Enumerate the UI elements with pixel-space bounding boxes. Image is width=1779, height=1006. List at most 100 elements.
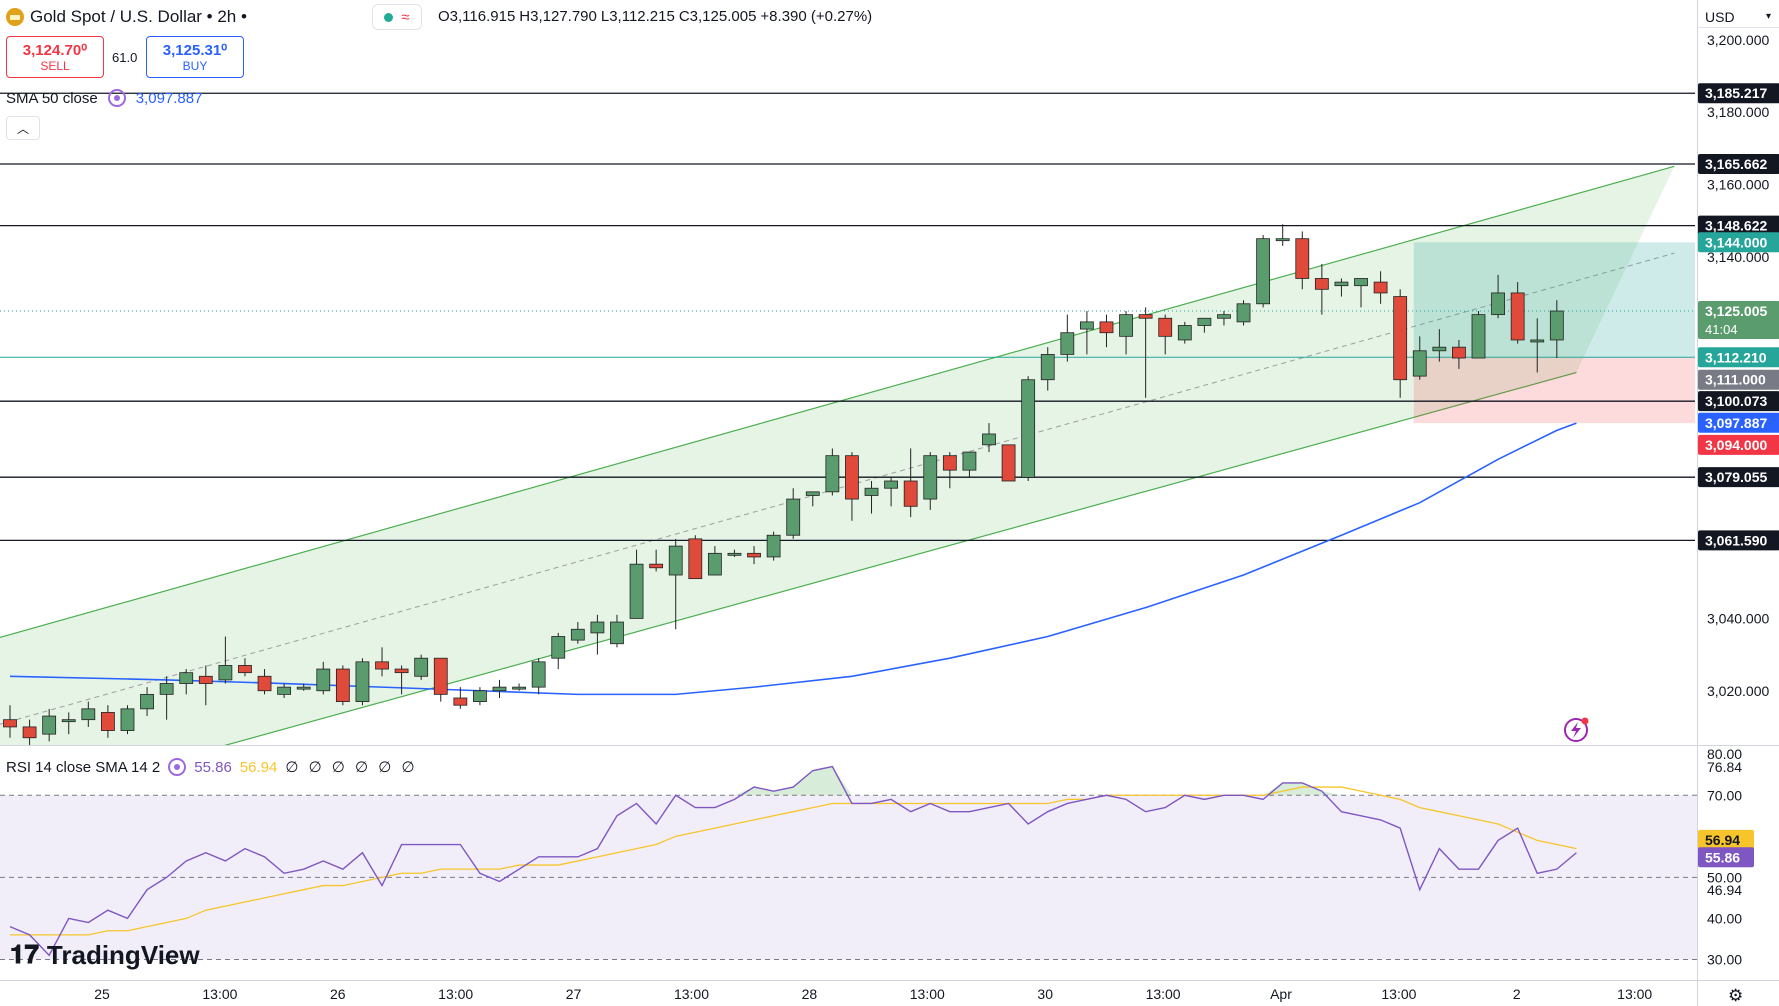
buy-price: 3,125.31⁰: [162, 42, 228, 59]
rsi-overbought-fill: [812, 766, 833, 796]
sell-button[interactable]: 3,124.70⁰ SELL: [6, 36, 104, 78]
candle-body: [257, 675, 272, 692]
rsi-overbought-fill: [754, 787, 774, 796]
candle-body: [1334, 281, 1349, 287]
rsi-sma-legend-value: 56.94: [239, 758, 278, 776]
candle-body: [707, 552, 722, 576]
candle-body: [1432, 346, 1447, 352]
price-label: 3,112.210: [1705, 349, 1767, 365]
candle-body: [884, 480, 898, 489]
candle-body: [531, 661, 546, 688]
currency-label: USD: [1705, 8, 1735, 25]
spread-value: 61.0: [112, 50, 138, 65]
rsi-value-label: 55.86: [1705, 849, 1740, 865]
price-label-bg: [1698, 369, 1779, 390]
candle-body: [1236, 303, 1251, 323]
candle-body: [1158, 317, 1173, 337]
y-tick-label: 3,140.000: [1707, 249, 1769, 265]
price-label: 3,165.662: [1705, 156, 1767, 172]
tradingview-logo[interactable]: 𝟏𝟕 TradingView: [10, 939, 200, 971]
rsi-legend[interactable]: RSI 14 close SMA 14 2 55.86 56.94 ∅ ∅ ∅ …: [6, 758, 418, 776]
price-label-bg: [1698, 434, 1779, 455]
market-status-pill[interactable]: ≈: [372, 4, 422, 30]
position-stop-zone: [1413, 357, 1695, 424]
price-label-bg: [1698, 391, 1779, 412]
candle-body: [1393, 296, 1408, 381]
candle-body: [355, 661, 370, 703]
market-open-dot-icon: [384, 12, 394, 22]
candle-body: [649, 563, 664, 569]
candle-body: [335, 668, 350, 703]
price-label-bg: [1698, 412, 1779, 433]
rsi-y-tick-label: 46.94: [1707, 882, 1742, 898]
symbol-header[interactable]: Gold Spot / U.S. Dollar • 2h •: [6, 6, 247, 28]
candle-body: [1197, 317, 1212, 326]
price-label: 3,100.073: [1705, 393, 1767, 409]
candle-body: [61, 719, 76, 723]
price-label: 3,061.590: [1705, 532, 1767, 548]
rsi-overbought-fill: [773, 787, 794, 796]
main-pane: [0, 92, 1695, 745]
candle-body: [1021, 379, 1036, 478]
price-label-bg: [1698, 347, 1779, 368]
candle-body: [962, 451, 977, 471]
candle-body: [277, 686, 292, 695]
collapse-legend-button[interactable]: ︿: [6, 116, 40, 140]
x-tick-label: 13:00: [202, 986, 237, 1002]
candle-body: [120, 708, 135, 731]
rsi-cycle-icon[interactable]: [168, 758, 187, 776]
rsi-y-tick-label: 30.00: [1707, 951, 1742, 967]
candle-body: [453, 697, 468, 706]
flash-circle: [1564, 718, 1588, 742]
chevron-up-icon: ︿: [16, 121, 29, 136]
x-tick-label: 13:00: [1381, 986, 1416, 1002]
sma-legend[interactable]: SMA 50 close 3,097.887: [6, 89, 202, 107]
candle-body: [551, 636, 566, 659]
currency-selector[interactable]: USD ▾: [1697, 6, 1779, 28]
x-tick-label: 13:00: [674, 986, 709, 1002]
price-label-bg: [1698, 83, 1779, 104]
x-tick-label: 28: [802, 986, 818, 1002]
x-tick-label: 2: [1513, 986, 1521, 1002]
candle-body: [982, 433, 996, 446]
candle-body: [1510, 292, 1525, 341]
y-tick-label: 3,200.000: [1707, 32, 1769, 48]
candle-body: [473, 690, 487, 703]
candle-body: [845, 455, 859, 500]
candle-body: [512, 686, 526, 690]
candle-body: [140, 693, 154, 710]
candle-body: [492, 686, 507, 692]
candle-body: [1177, 325, 1192, 341]
candle-body: [159, 683, 174, 695]
candle-body: [1217, 314, 1231, 319]
candle-body: [1530, 339, 1545, 343]
low-value: L3,112.215: [600, 8, 675, 25]
tradingview-mark-icon: 𝟏𝟕: [10, 939, 39, 969]
high-value: H3,127.790: [519, 8, 597, 25]
gear-icon[interactable]: ⚙: [1728, 986, 1744, 1005]
x-tick-label: 13:00: [1617, 986, 1652, 1002]
rsi-legend-value: 55.86: [194, 758, 232, 776]
candle-body: [198, 675, 213, 684]
candle-body: [1060, 332, 1075, 355]
rsi-value-label: 56.94: [1705, 832, 1740, 848]
gold-coin-icon: [6, 8, 24, 26]
y-tick-label: 3,160.000: [1707, 176, 1769, 192]
rsi-overbought-fill: [1321, 791, 1342, 796]
candle-body: [414, 657, 429, 677]
candle-body: [375, 661, 389, 670]
candle-body: [394, 668, 409, 674]
candle-body: [629, 563, 644, 619]
price-label: 3,094.000: [1705, 437, 1767, 453]
chevron-down-icon: ▾: [1765, 11, 1771, 22]
buy-button[interactable]: 3,125.31⁰ BUY: [146, 36, 244, 78]
price-label-bg: [1698, 153, 1779, 174]
rsi-overbought-fill: [1302, 782, 1322, 796]
rsi-value-label-bg: [1698, 829, 1754, 850]
rsi-legend-label: RSI 14 close SMA 14 2: [6, 758, 161, 776]
indicator-cycle-icon[interactable]: [107, 89, 126, 107]
symbol-title: Gold Spot / U.S. Dollar • 2h •: [30, 7, 247, 26]
sell-price: 3,124.70⁰: [22, 42, 88, 59]
price-label-bg: [1698, 232, 1779, 253]
